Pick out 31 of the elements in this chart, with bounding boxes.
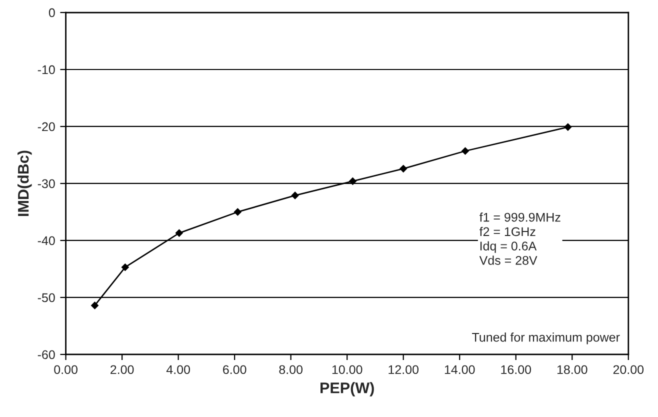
y-tick-label: -60 <box>38 350 55 360</box>
y-tick-label: -20 <box>38 122 55 132</box>
point <box>234 208 242 216</box>
x-tick-label: 8.00 <box>279 365 303 374</box>
annotation: f1 = 999.9MHz f2 = 1GHz Idq = 0.6A Vds = 28V <box>479 212 560 265</box>
x-tick-label: 20.00 <box>613 365 644 374</box>
x-tick-label: 0.00 <box>54 365 78 374</box>
y-tick-label: -40 <box>38 236 55 246</box>
x-tick-label: 6.00 <box>223 365 246 374</box>
x-tick-label: 12.00 <box>388 365 419 374</box>
x-tick-label: 2.00 <box>110 365 134 374</box>
y-axis-title: IMD(dBc) <box>18 150 32 216</box>
x-axis-title: PEP(W) <box>320 382 374 396</box>
point <box>175 229 184 237</box>
annotation: Tuned for maximum power <box>472 332 620 344</box>
point <box>348 177 357 186</box>
point <box>564 123 572 131</box>
y-tick-label: -10 <box>38 65 55 74</box>
y-tick-label: 0 <box>48 8 55 18</box>
point <box>399 164 408 173</box>
point <box>90 302 99 310</box>
x-tick-label: 4.00 <box>166 365 190 374</box>
y-tick-label: -50 <box>38 293 55 302</box>
x-tick-label: 14.00 <box>444 365 475 374</box>
point <box>291 192 299 200</box>
point <box>121 263 130 272</box>
x-tick-label: 10.00 <box>332 365 362 374</box>
point <box>461 147 470 155</box>
x-tick-label: 16.00 <box>501 365 532 374</box>
x-tick-label: 18.00 <box>557 365 588 374</box>
y-tick-label: -30 <box>38 179 55 188</box>
